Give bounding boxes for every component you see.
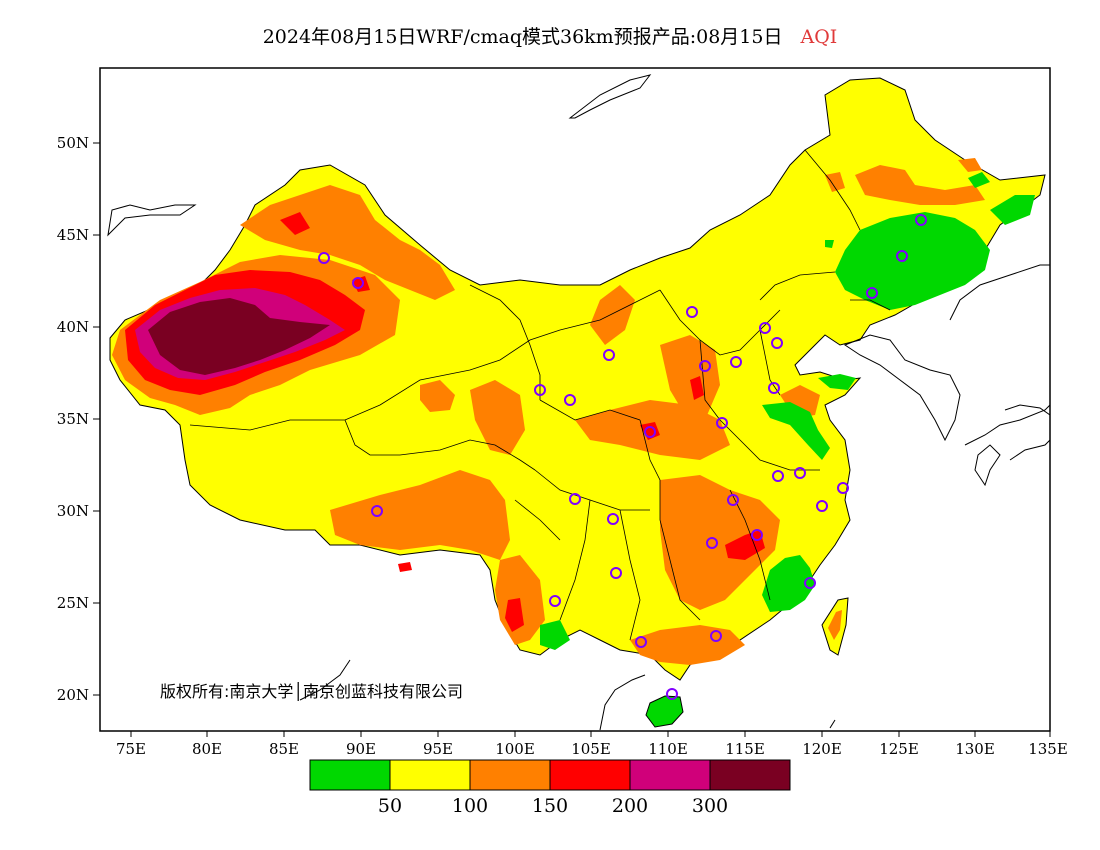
lat-tick-label: 40N	[57, 318, 89, 336]
station-marker	[603, 349, 615, 361]
station-marker	[699, 360, 711, 372]
station-marker	[534, 384, 546, 396]
island-hainan	[645, 695, 684, 728]
station-marker	[666, 688, 678, 700]
legend-break-label: 200	[612, 795, 648, 817]
station-marker	[549, 595, 561, 607]
lat-tick-label: 45N	[57, 226, 89, 244]
legend-break-label: 100	[452, 795, 488, 817]
station-marker	[804, 577, 816, 589]
lat-tick-label: 30N	[57, 502, 89, 520]
lon-tick-label: 120E	[802, 740, 842, 758]
lat-tick-labels: 50N 45N 40N 35N 30N 25N 20N	[57, 134, 89, 704]
lon-tick-label: 110E	[648, 740, 688, 758]
region-usg-taiwan	[828, 610, 842, 640]
legend-swatch	[549, 759, 631, 791]
station-marker	[837, 482, 849, 494]
lat-tick-label: 50N	[57, 134, 89, 152]
station-marker	[371, 505, 383, 517]
lon-tick-label: 125E	[879, 740, 919, 758]
station-marker	[896, 250, 908, 262]
regions-good	[540, 172, 1035, 650]
legend-swatch	[309, 759, 391, 791]
lon-tick-label: 100E	[495, 740, 535, 758]
station-marker	[635, 636, 647, 648]
lon-tick-label: 105E	[571, 740, 611, 758]
legend-swatch	[469, 759, 551, 791]
station-marker	[716, 417, 728, 429]
station-marker	[759, 322, 771, 334]
station-marker	[772, 470, 784, 482]
station-marker	[706, 537, 718, 549]
legend-swatch	[709, 759, 791, 791]
province-boundaries	[189, 149, 891, 641]
lat-tick-label: 35N	[57, 410, 89, 428]
lon-tick-label: 85E	[269, 740, 299, 758]
station-marker	[644, 426, 656, 438]
lon-tick-label: 115E	[725, 740, 765, 758]
station-marker	[607, 513, 619, 525]
lon-tick-labels: 75E 80E 85E 90E 95E 100E 105E 110E 115E …	[116, 740, 1068, 758]
legend-swatch	[629, 759, 711, 791]
map-frame	[99, 67, 1051, 732]
lon-tick-label: 80E	[192, 740, 222, 758]
lon-tick-label: 75E	[116, 740, 146, 758]
station-marker	[710, 630, 722, 642]
station-marker	[771, 337, 783, 349]
station-markers	[318, 214, 927, 700]
lon-tick-label: 135E	[1028, 740, 1068, 758]
station-marker	[794, 467, 806, 479]
station-marker	[727, 494, 739, 506]
lat-axis	[93, 142, 100, 696]
station-marker	[730, 356, 742, 368]
station-marker	[866, 287, 878, 299]
legend-break-label: 150	[532, 795, 568, 817]
station-marker	[751, 529, 763, 541]
lat-tick-label: 25N	[57, 594, 89, 612]
station-marker	[610, 567, 622, 579]
legend-break-label: 50	[378, 795, 402, 817]
title-main: 2024年08月15日WRF/cmaq模式36km预报产品:08月15日	[262, 26, 783, 48]
station-marker	[816, 500, 828, 512]
region-hazardous	[148, 298, 330, 375]
station-marker	[686, 306, 698, 318]
station-marker	[915, 214, 927, 226]
copyright-text: 版权所有:南京大学│南京创蓝科技有限公司	[160, 681, 463, 701]
lon-tick-label: 90E	[346, 740, 376, 758]
map-title: 2024年08月15日WRF/cmaq模式36km预报产品:08月15日 AQI	[0, 22, 1100, 49]
map-area: 版权所有:南京大学│南京创蓝科技有限公司	[107, 74, 1050, 731]
station-marker	[564, 394, 576, 406]
neighbor-coastlines	[107, 74, 1050, 731]
station-marker	[318, 252, 330, 264]
legend-break-label: 300	[692, 795, 728, 817]
lon-axis	[130, 731, 1051, 737]
lon-tick-label: 95E	[423, 740, 453, 758]
lat-tick-label: 20N	[57, 686, 89, 704]
station-marker	[352, 277, 364, 289]
title-variable: AQI	[800, 26, 838, 48]
legend-labels: 50 100 150 200 300	[378, 795, 728, 817]
legend-colorbar	[309, 759, 791, 791]
station-marker	[768, 382, 780, 394]
station-marker	[569, 493, 581, 505]
legend-swatch	[389, 759, 471, 791]
lon-tick-label: 130E	[955, 740, 995, 758]
